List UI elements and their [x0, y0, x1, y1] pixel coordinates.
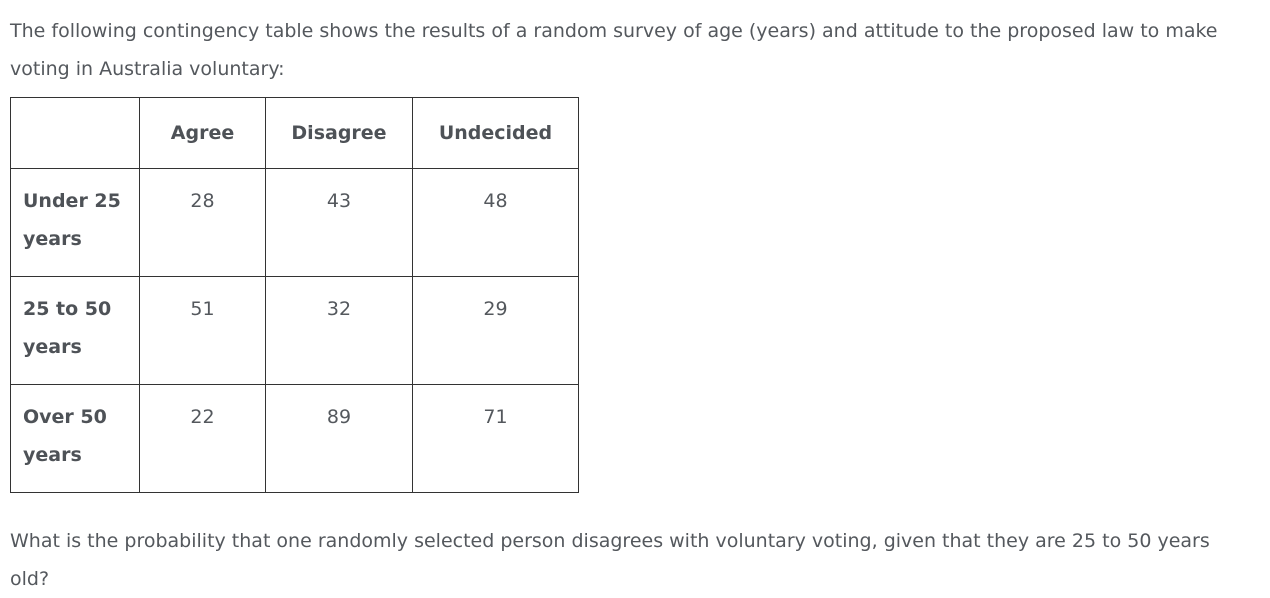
cell-25to50-agree: 51 [139, 276, 266, 385]
cell-25to50-disagree: 32 [265, 276, 413, 385]
cell-over50-disagree: 89 [265, 384, 413, 493]
cell-25to50-undecided: 29 [412, 276, 579, 385]
row-header-over-50: Over 50 years [10, 384, 140, 493]
table-row-under-25: Under 25 years 28 43 48 [10, 168, 579, 277]
row-header-25-to-50: 25 to 50 years [10, 276, 140, 385]
intro-text: The following contingency table shows th… [10, 20, 1218, 80]
row-header-under-25: Under 25 years [10, 168, 140, 277]
question-text: What is the probability that one randoml… [10, 530, 1210, 590]
contingency-table: Agree Disagree Undecided Under 25 years … [10, 97, 579, 493]
corner-cell [10, 97, 140, 169]
cell-over50-agree: 22 [139, 384, 266, 493]
cell-under25-agree: 28 [139, 168, 266, 277]
header-row: Agree Disagree Undecided [10, 97, 579, 169]
col-header-disagree: Disagree [265, 97, 413, 169]
cell-under25-undecided: 48 [412, 168, 579, 277]
table-row-over-50: Over 50 years 22 89 71 [10, 384, 579, 493]
cell-under25-disagree: 43 [265, 168, 413, 277]
table-row-25-to-50: 25 to 50 years 51 32 29 [10, 276, 579, 385]
col-header-undecided: Undecided [412, 97, 579, 169]
cell-over50-undecided: 71 [412, 384, 579, 493]
col-header-agree: Agree [139, 97, 266, 169]
